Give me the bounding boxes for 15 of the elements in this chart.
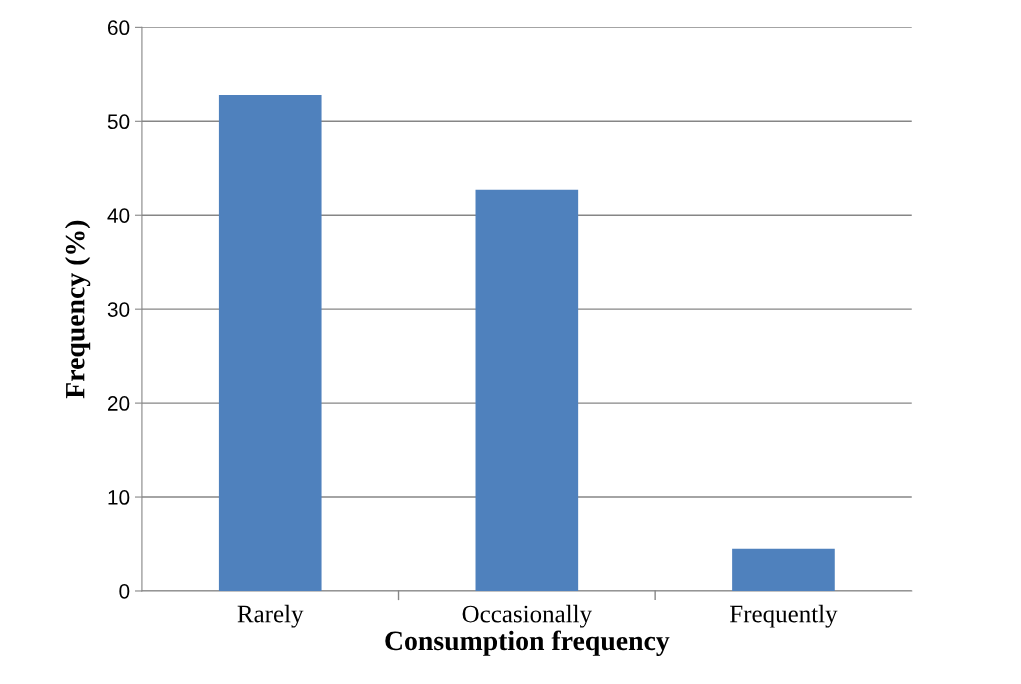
bar: [475, 189, 579, 591]
x-tick-label: Frequently: [730, 604, 838, 628]
y-tick-label: 10: [108, 490, 130, 505]
y-tick-label: 50: [107, 114, 130, 130]
y-tick-label: 40: [107, 208, 130, 223]
x-tick-label: Rarely: [237, 604, 304, 628]
x-tick-label: Occasionally: [462, 604, 592, 628]
y-axis-title: Frequency (%): [65, 220, 91, 399]
y-tick-label: 0: [119, 583, 130, 599]
y-tick-label: 60: [108, 20, 130, 36]
y-tick-label: 30: [107, 302, 130, 317]
bar: [218, 94, 322, 591]
x-axis-title: Consumption frequency: [385, 630, 670, 656]
bar: [732, 548, 835, 591]
y-tick-label: 20: [107, 396, 130, 411]
